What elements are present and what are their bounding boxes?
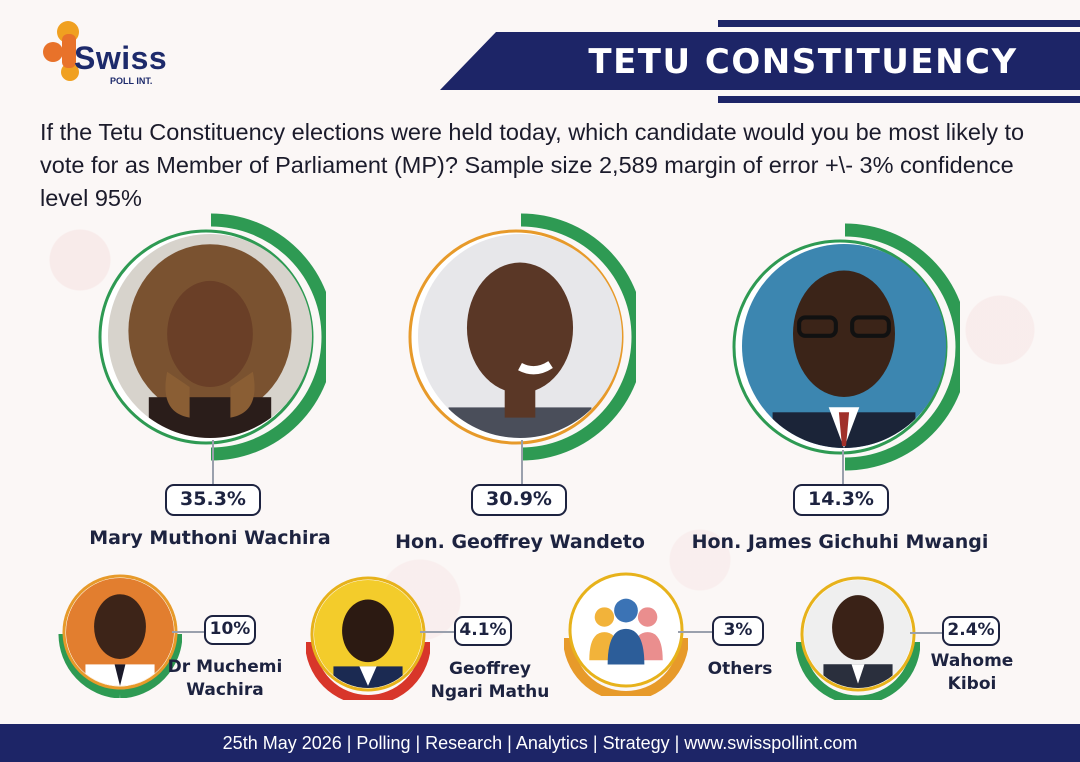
- candidate-7-name: Wahome Kiboi: [912, 650, 1032, 696]
- candidate-4-name-line2: Wachira: [186, 680, 264, 700]
- candidate-5-percent: 4.1%: [454, 616, 512, 646]
- swiss-poll-logo: Swiss POLL INT.: [40, 14, 200, 94]
- man-portrait-icon: [418, 234, 622, 438]
- group-people-icon: [589, 598, 663, 665]
- candidate-4-name-line1: Dr Muchemi: [167, 657, 283, 677]
- candidate-1-stem: [212, 440, 214, 486]
- logo-mark-icon: [43, 21, 79, 81]
- candidate-3-stem: [842, 450, 844, 486]
- others-photo: [572, 576, 680, 684]
- man-portrait-icon: [66, 578, 174, 686]
- candidate-7-name-line2: Kiboi: [947, 674, 997, 694]
- man-portrait-icon: [804, 580, 912, 688]
- candidate-5-name-line1: Geoffrey: [449, 659, 531, 679]
- candidate-4-connector: [172, 631, 212, 633]
- candidate-3-percent: 14.3%: [793, 484, 889, 516]
- candidate-1-name: Mary Muthoni Wachira: [89, 527, 331, 549]
- footer-bar: 25th May 2026 | Polling | Research | Ana…: [0, 724, 1080, 762]
- candidate-4-percent: 10%: [204, 615, 256, 645]
- candidate-5-name-line2: Ngari Mathu: [430, 682, 550, 702]
- candidate-4-name: Dr Muchemi Wachira: [160, 656, 290, 702]
- candidate-2-stem: [521, 440, 523, 486]
- candidate-5-photo: [314, 580, 422, 688]
- others-name: Others: [707, 659, 773, 679]
- header-banner: [440, 32, 1080, 90]
- candidate-7-percent: 2.4%: [942, 616, 1000, 646]
- candidate-1-percent: 35.3%: [165, 484, 261, 516]
- banner-line-top: [718, 20, 1080, 27]
- others-connector: [678, 631, 714, 633]
- candidate-2-photo: [418, 234, 622, 438]
- banner-line-bottom: [718, 96, 1080, 103]
- candidate-5-name: Geoffrey Ngari Mathu: [420, 658, 560, 704]
- logo-subtitle: POLL INT.: [110, 76, 153, 86]
- candidate-5-connector: [420, 631, 456, 633]
- candidate-2-percent: 30.9%: [471, 484, 567, 516]
- page-title: TETU CONSTITUENCY: [588, 42, 1018, 82]
- candidate-2-name: Hon. Geoffrey Wandeto: [395, 531, 645, 553]
- candidate-4-photo: [66, 578, 174, 686]
- candidate-7-name-line1: Wahome: [930, 651, 1014, 671]
- logo-wordmark: Swiss: [74, 40, 168, 76]
- candidate-3-photo: [742, 244, 946, 448]
- candidate-1-photo: [108, 234, 312, 438]
- poll-question: If the Tetu Constituency elections were …: [40, 119, 1025, 211]
- woman-portrait-icon: [108, 234, 312, 438]
- candidate-7-photo: [804, 580, 912, 688]
- man-portrait-icon: [314, 580, 422, 688]
- others-percent: 3%: [712, 616, 764, 646]
- man-glasses-portrait-icon: [742, 244, 946, 448]
- candidate-7-connector: [910, 632, 944, 634]
- candidate-3-name: Hon. James Gichuhi Mwangi: [691, 531, 989, 553]
